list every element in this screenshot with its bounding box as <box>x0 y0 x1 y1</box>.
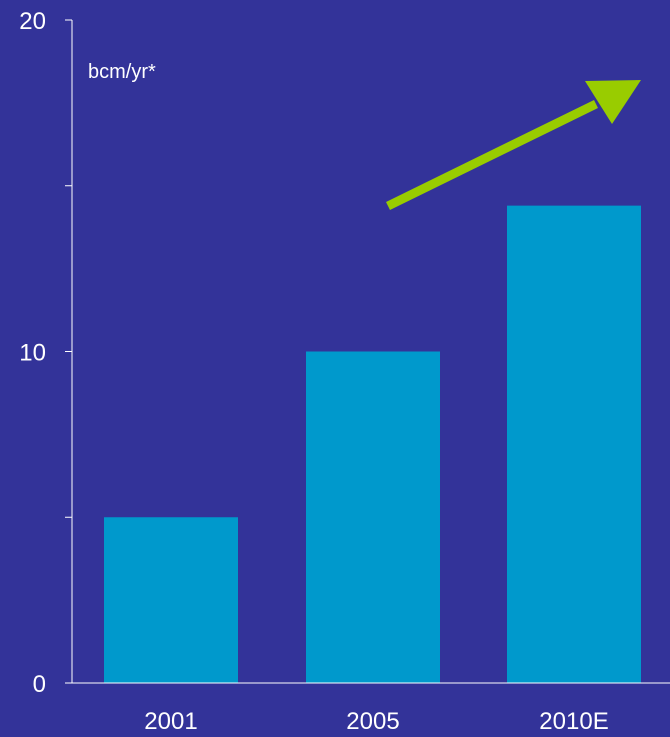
bar-2010E <box>507 205 641 683</box>
x-tick-label-2001: 2001 <box>144 708 197 735</box>
trend-arrow-shaft <box>386 99 598 211</box>
x-tick-label-2005: 2005 <box>346 708 399 735</box>
trend-arrow-icon <box>386 80 641 211</box>
bars <box>104 205 641 683</box>
unit-label: bcm/yr* <box>88 61 156 83</box>
trend-arrow-head <box>585 80 641 124</box>
y-tick-label: 20 <box>19 8 46 35</box>
bar-2001 <box>104 517 238 683</box>
bar-2005 <box>306 351 440 683</box>
y-tick-label: 0 <box>33 671 46 698</box>
x-tick-label-2010E: 2010E <box>539 708 608 735</box>
x-tick-labels: 2001 2005 2010E <box>144 708 608 735</box>
y-ticks: 0 10 20 <box>19 8 72 698</box>
y-tick-label: 10 <box>19 340 46 367</box>
